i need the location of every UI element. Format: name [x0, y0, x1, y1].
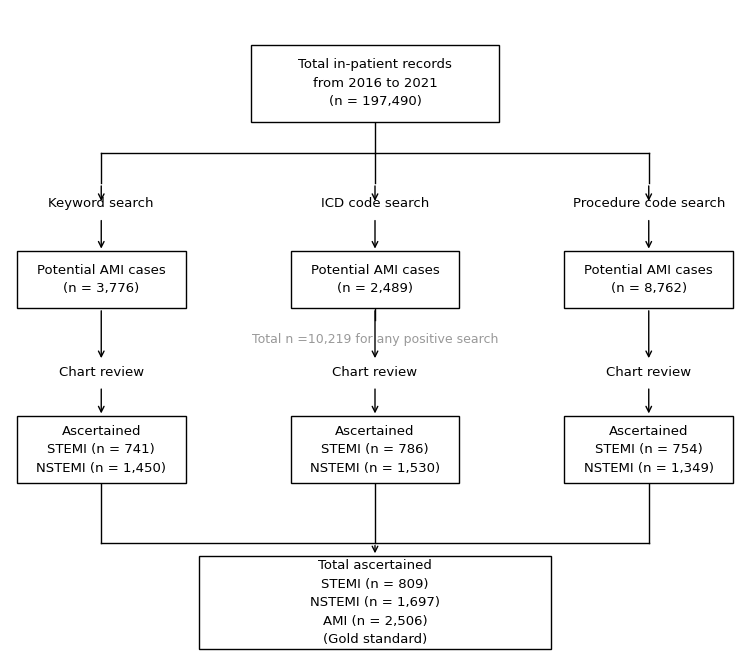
Text: Potential AMI cases
(n = 2,489): Potential AMI cases (n = 2,489)	[310, 264, 440, 296]
Text: Total n =10,219 for any positive search: Total n =10,219 for any positive search	[252, 333, 498, 346]
Text: Chart review: Chart review	[332, 366, 418, 380]
FancyBboxPatch shape	[291, 252, 459, 308]
Text: Ascertained
STEMI (n = 786)
NSTEMI (n = 1,530): Ascertained STEMI (n = 786) NSTEMI (n = …	[310, 424, 440, 475]
Text: Chart review: Chart review	[58, 366, 144, 380]
FancyBboxPatch shape	[564, 416, 733, 483]
FancyBboxPatch shape	[564, 252, 733, 308]
Text: Total in-patient records
from 2016 to 2021
(n = 197,490): Total in-patient records from 2016 to 20…	[298, 58, 452, 109]
Text: Potential AMI cases
(n = 3,776): Potential AMI cases (n = 3,776)	[37, 264, 166, 296]
Text: Keyword search: Keyword search	[49, 196, 154, 210]
FancyBboxPatch shape	[291, 416, 459, 483]
Text: Ascertained
STEMI (n = 754)
NSTEMI (n = 1,349): Ascertained STEMI (n = 754) NSTEMI (n = …	[584, 424, 714, 475]
Text: Total ascertained
STEMI (n = 809)
NSTEMI (n = 1,697)
AMI (n = 2,506)
(Gold stand: Total ascertained STEMI (n = 809) NSTEMI…	[310, 559, 440, 646]
Text: Potential AMI cases
(n = 8,762): Potential AMI cases (n = 8,762)	[584, 264, 713, 296]
FancyBboxPatch shape	[199, 556, 551, 649]
Text: Chart review: Chart review	[606, 366, 692, 380]
FancyBboxPatch shape	[17, 252, 186, 308]
Text: ICD code search: ICD code search	[321, 196, 429, 210]
FancyBboxPatch shape	[251, 45, 499, 121]
Text: Ascertained
STEMI (n = 741)
NSTEMI (n = 1,450): Ascertained STEMI (n = 741) NSTEMI (n = …	[36, 424, 166, 475]
FancyBboxPatch shape	[17, 416, 186, 483]
Text: Procedure code search: Procedure code search	[572, 196, 725, 210]
